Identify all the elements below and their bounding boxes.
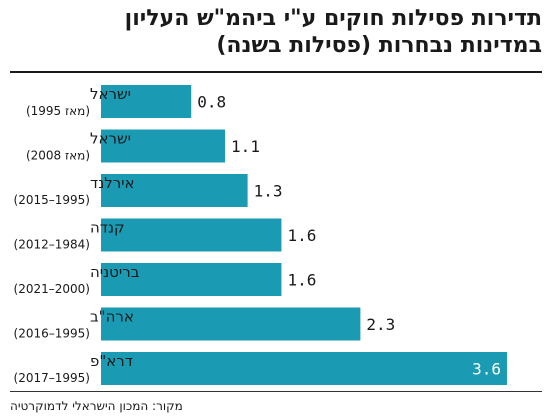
bar-row: דרא"פ(2017–1995) 3.6 — [14, 352, 507, 385]
value-label: 1.1 — [231, 137, 260, 156]
bar — [101, 218, 282, 252]
bar — [101, 307, 361, 341]
category-period: (2016–1995) — [14, 327, 90, 341]
value-label: 1.3 — [254, 182, 283, 201]
category-period: (מאז 2008) — [26, 149, 90, 163]
value-label: 1.6 — [287, 226, 316, 245]
category-name: דרא"פ — [90, 352, 133, 370]
category-name: ישראל — [90, 130, 131, 148]
bar — [101, 352, 507, 385]
category-name: אירלנד — [90, 174, 135, 192]
bar-row: ישראל(מאז 2008) 1.1 — [26, 129, 260, 163]
bar-row: אירלנד(2015–1995) 1.3 — [14, 174, 283, 207]
value-label: 1.6 — [287, 271, 316, 290]
bar-row: קנדה(2012–1984) 1.6 — [14, 218, 316, 252]
category-name: בריטניה — [90, 263, 140, 281]
value-label: 2.3 — [366, 315, 395, 334]
bar-row: ארה"ב(2016–1995) 2.3 — [14, 307, 395, 341]
bar-row: בריטניה(2021–2000) 1.6 — [14, 263, 316, 296]
bar — [101, 129, 226, 163]
category-name: קנדה — [90, 219, 125, 237]
bar — [101, 174, 248, 207]
chart-title-line-1: תדירות פסילות חוקים ע"י ביהמ"ש העליון — [124, 6, 542, 31]
category-period: (2012–1984) — [14, 238, 90, 252]
source-note: מקור: המכון הישראלי לדמוקרטיה — [10, 399, 183, 413]
category-name: ישראל — [90, 85, 131, 103]
category-period: (2017–1995) — [14, 371, 90, 385]
bar-row: ישראל(מאז 1995) 0.8 — [26, 85, 226, 118]
category-period: (2021–2000) — [14, 282, 90, 296]
source-divider — [10, 391, 542, 392]
bar — [101, 85, 192, 118]
category-name: ארה"ב — [90, 308, 134, 326]
value-label: 3.6 — [472, 360, 501, 379]
chart-title-line-2: במדינות נבחרות (פסילות בשנה) — [216, 33, 542, 58]
value-label: 0.8 — [197, 93, 226, 112]
title-divider — [10, 71, 542, 73]
bar — [101, 263, 282, 296]
category-period: (מאז 1995) — [26, 104, 90, 118]
category-period: (2015–1995) — [14, 193, 90, 207]
